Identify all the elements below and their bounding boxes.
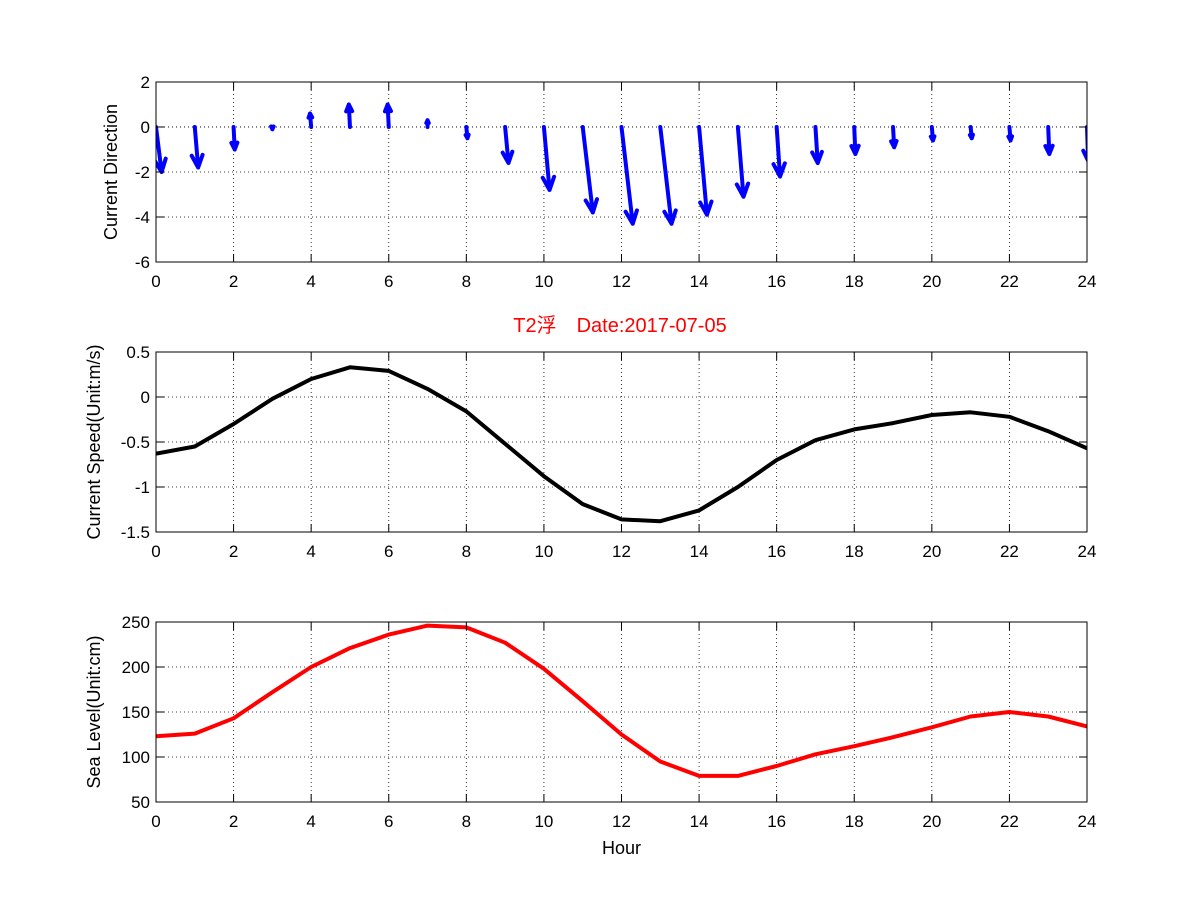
speed-xtick-label: 12 <box>612 542 631 561</box>
sea-level-xtick-label: 24 <box>1078 812 1097 831</box>
sea-level-xtick-label: 22 <box>1000 812 1019 831</box>
sea-level-xtick-label: 18 <box>845 812 864 831</box>
direction-xtick-label: 20 <box>922 272 941 291</box>
speed-xtick-label: 4 <box>306 542 315 561</box>
sea-level-ytick-label: 250 <box>122 613 150 632</box>
direction-xtick-label: 6 <box>384 272 393 291</box>
speed-xtick-label: 0 <box>151 542 160 561</box>
direction-arrow <box>229 125 240 152</box>
sea-level-xtick-label: 0 <box>151 812 160 831</box>
direction-arrow <box>849 125 861 156</box>
direction-ytick-label: -6 <box>135 253 150 272</box>
direction-ytick-label: 2 <box>141 73 150 92</box>
direction-arrow <box>1006 125 1015 143</box>
sea-level-ytick-label: 100 <box>122 748 150 767</box>
sea-level-xtick-label: 20 <box>922 812 941 831</box>
speed-xtick-label: 16 <box>767 542 786 561</box>
direction-arrow <box>658 125 678 226</box>
direction-arrow <box>580 125 599 215</box>
direction-arrow <box>500 125 515 165</box>
direction-arrow <box>734 125 751 199</box>
sea-level-xtick-label: 16 <box>767 812 786 831</box>
speed-xtick-label: 8 <box>462 542 471 561</box>
direction-xtick-label: 10 <box>534 272 553 291</box>
speed-series <box>156 365 1087 524</box>
sea-level-xtick-label: 14 <box>690 812 709 831</box>
speed-xtick-label: 20 <box>922 542 941 561</box>
sea-level-xtick-label: 4 <box>306 812 315 831</box>
direction-ytick-label: 0 <box>141 118 150 137</box>
direction-arrow <box>889 125 899 150</box>
direction-arrow <box>928 125 937 143</box>
sea-level-xtick-label: 12 <box>612 812 631 831</box>
speed-ytick-label: -0.5 <box>121 433 150 452</box>
speed-ytick-label: 0 <box>141 388 150 407</box>
speed-xtick-label: 14 <box>690 542 709 561</box>
direction-xtick-label: 22 <box>1000 272 1019 291</box>
sea-level-xtick-label: 8 <box>462 812 471 831</box>
direction-arrow <box>306 111 315 129</box>
speed-xtick-label: 22 <box>1000 542 1019 561</box>
direction-arrow <box>269 124 276 132</box>
direction-arrow <box>1043 125 1055 156</box>
direction-arrow <box>382 102 393 129</box>
speed-xtick-label: 10 <box>534 542 553 561</box>
direction-xtick-label: 8 <box>462 272 471 291</box>
direction-xtick-label: 24 <box>1078 272 1097 291</box>
speed-ytick-label: -1.5 <box>121 523 150 542</box>
direction-xtick-label: 0 <box>151 272 160 291</box>
direction-xtick-label: 12 <box>612 272 631 291</box>
speed-panel: 0 2 4 6 8 10 12 14 16 18 20 22 24-1.5-1-0.500.5Curre… <box>84 343 1096 561</box>
sea-level-xtick-label: 2 <box>229 812 238 831</box>
direction-arrow <box>189 125 205 170</box>
direction-xtick-label: 14 <box>690 272 709 291</box>
sea-level-ytick-label: 150 <box>122 703 150 722</box>
speed-xtick-label: 2 <box>229 542 238 561</box>
direction-arrow <box>967 125 975 141</box>
direction-xtick-label: 4 <box>306 272 315 291</box>
direction-arrow <box>1081 125 1087 163</box>
direction-arrow <box>771 125 787 179</box>
direction-xtick-label: 18 <box>845 272 864 291</box>
speed-ytick-label: 0.5 <box>126 343 150 362</box>
speed-xtick-label: 18 <box>845 542 864 561</box>
direction-arrow <box>344 102 355 129</box>
direction-arrow <box>463 125 471 141</box>
sea-level-xlabel: Hour <box>602 838 641 858</box>
direction-arrow <box>540 125 557 192</box>
direction-arrow <box>424 118 431 129</box>
speed-ytick-label: -1 <box>135 478 150 497</box>
direction-arrow <box>697 125 714 217</box>
sea-level-ytick-label: 200 <box>122 658 150 677</box>
speed-ylabel: Current Speed(Unit:m/s) <box>84 344 104 539</box>
speed-xtick-label: 6 <box>384 542 393 561</box>
sea-level-ylabel: Sea Level(Unit:cm) <box>84 635 104 788</box>
direction-series <box>156 102 1087 226</box>
direction-arrow <box>810 125 824 165</box>
direction-ytick-label: -4 <box>135 208 150 227</box>
figure-title: T2浮 Date:2017-07-05 <box>513 314 726 337</box>
direction-ylabel: Current Direction <box>101 104 121 240</box>
direction-ytick-label: -2 <box>135 163 150 182</box>
sea-level-line <box>156 623 1087 778</box>
sea-level-xtick-label: 6 <box>384 812 393 831</box>
direction-xtick-label: 2 <box>229 272 238 291</box>
direction-arrow <box>619 125 639 226</box>
sea-level-xtick-label: 10 <box>534 812 553 831</box>
speed-xtick-label: 24 <box>1078 542 1097 561</box>
direction-xtick-label: 16 <box>767 272 786 291</box>
sea-level-series <box>156 623 1087 778</box>
sea-level-ytick-label: 50 <box>131 793 150 812</box>
